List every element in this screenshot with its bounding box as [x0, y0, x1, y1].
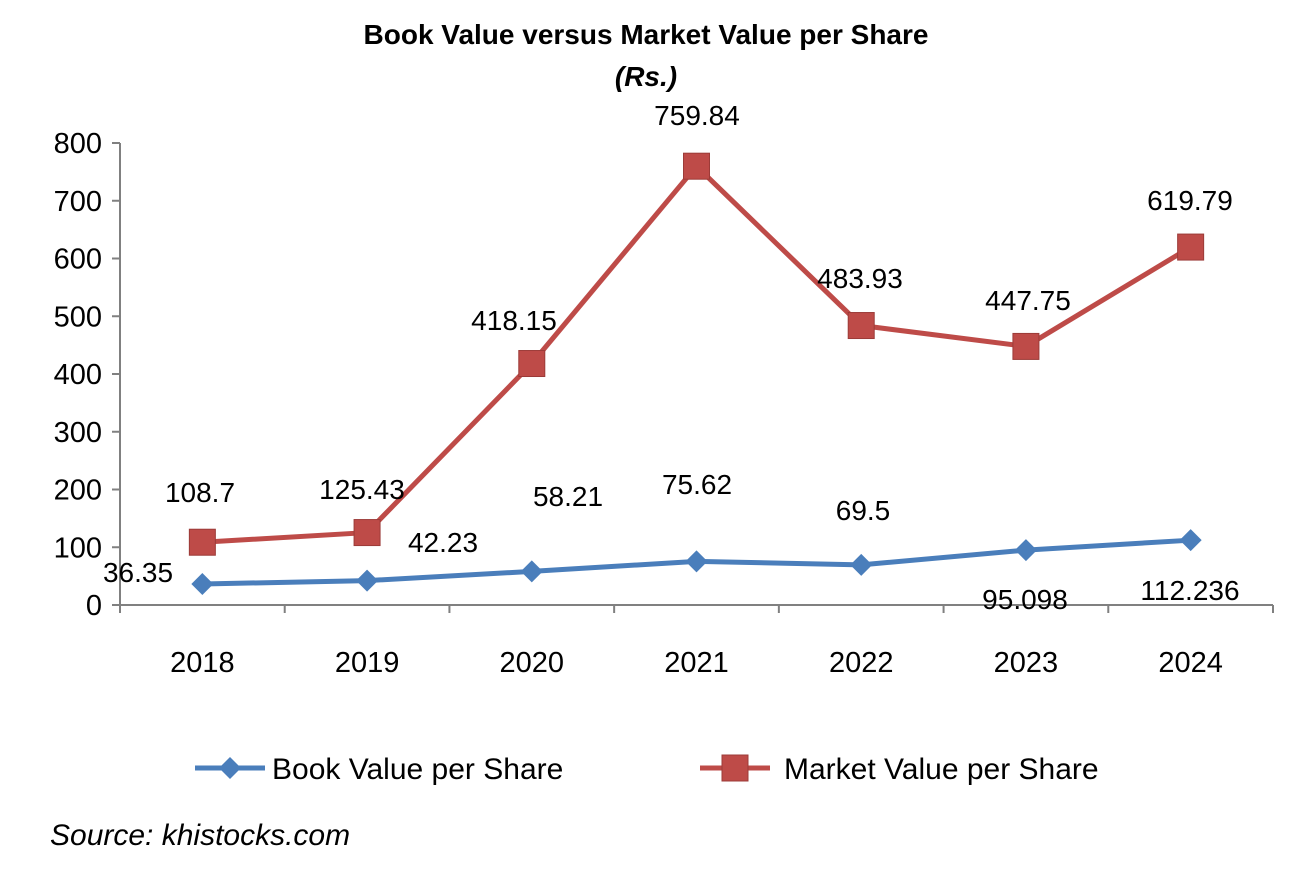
source-note: Source: khistocks.com: [50, 819, 350, 852]
data-label: 75.62: [662, 469, 732, 500]
y-tick-label: 800: [54, 128, 102, 160]
square-marker: [1177, 233, 1205, 261]
data-label: 42.23: [408, 527, 478, 558]
legend-label: Market Value per Share: [784, 753, 1099, 786]
data-labels: 36.35 42.23 58.21 75.62 69.5 95.098 112.236 108…: [103, 100, 1240, 615]
series-book-value: [191, 529, 1202, 596]
diamond-marker: [1014, 539, 1037, 562]
y-axis-ticks: 0 100 200 300 400 500 600 700 800: [54, 128, 120, 622]
series: [188, 152, 1205, 596]
x-tick-label: 2019: [335, 647, 400, 679]
x-tick-label: 2023: [994, 647, 1059, 679]
y-tick-label: 700: [54, 186, 102, 218]
x-axis-ticks: 2018 2019 2020 2021 2022 2023 2024: [119, 605, 1274, 679]
y-tick-label: 200: [54, 475, 102, 507]
x-tick-label: 2020: [500, 647, 565, 679]
data-label: 36.35: [103, 557, 173, 588]
diamond-marker: [191, 573, 214, 596]
data-label: 418.15: [471, 305, 557, 336]
y-tick-label: 300: [54, 417, 102, 449]
legend-item: Book Value per Share: [195, 753, 563, 786]
x-tick-label: 2024: [1158, 647, 1223, 679]
diamond-marker: [685, 550, 708, 573]
data-label: 447.75: [985, 285, 1071, 316]
square-marker: [847, 312, 875, 340]
square-marker: [518, 350, 546, 378]
diamond-marker: [850, 553, 873, 576]
y-tick-label: 400: [54, 359, 102, 391]
series-market-value: [188, 152, 1205, 556]
legend-label: Book Value per Share: [272, 753, 563, 786]
chart-subtitle: (Rs.): [615, 61, 677, 92]
data-label: 619.79: [1147, 185, 1233, 216]
x-tick-label: 2018: [170, 647, 235, 679]
diamond-marker: [356, 569, 379, 592]
y-tick-label: 0: [86, 590, 102, 622]
square-marker: [1012, 332, 1040, 360]
y-tick-label: 600: [54, 244, 102, 276]
diamond-marker: [520, 560, 543, 583]
square-marker: [683, 152, 710, 180]
data-label: 58.21: [533, 481, 603, 512]
data-label: 483.93: [817, 263, 903, 294]
y-tick-label: 500: [54, 301, 102, 333]
data-label: 108.7: [165, 477, 235, 508]
legend: Book Value per Share Market Value per Sha…: [195, 753, 1099, 786]
square-marker: [188, 528, 216, 556]
data-label: 125.43: [319, 474, 405, 505]
data-label: 95.098: [982, 584, 1068, 615]
legend-diamond-marker: [219, 757, 241, 779]
data-label: 759.84: [654, 100, 740, 131]
legend-square-marker: [721, 754, 749, 782]
square-marker: [353, 519, 381, 547]
data-label: 69.5: [836, 495, 891, 526]
y-tick-label: 100: [54, 532, 102, 564]
data-label: 112.236: [1140, 575, 1239, 606]
chart-title: Book Value versus Market Value per Share: [364, 19, 929, 50]
legend-item: Market Value per Share: [700, 753, 1099, 786]
x-tick-label: 2022: [829, 647, 894, 679]
diamond-marker: [1179, 529, 1202, 552]
x-tick-label: 2021: [664, 647, 729, 679]
